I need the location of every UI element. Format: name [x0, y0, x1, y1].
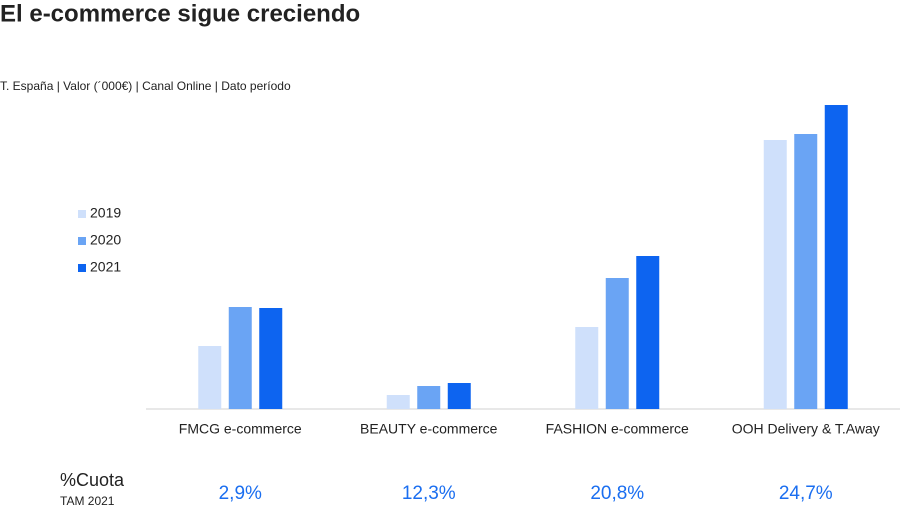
- chart-subtitle: T. España | Valor (´000€) | Canal Online…: [0, 79, 291, 93]
- legend-label: 2019: [90, 205, 121, 221]
- bar: [198, 346, 222, 409]
- legend-label: 2020: [90, 232, 121, 248]
- legend-swatch: [78, 210, 86, 218]
- legend-swatch: [78, 237, 86, 245]
- legend-swatch: [78, 264, 86, 272]
- bar: [386, 395, 410, 409]
- bar: [575, 327, 599, 409]
- bar: [259, 308, 283, 409]
- bar: [417, 386, 441, 409]
- bar: [824, 105, 848, 409]
- share-title: %Cuota: [60, 470, 125, 490]
- share-label: 12,3%: [402, 483, 456, 504]
- bar: [794, 134, 818, 409]
- x-tick-label: FASHION e-commerce: [546, 421, 689, 437]
- bar: [447, 383, 471, 409]
- x-tick-label: BEAUTY e-commerce: [360, 421, 498, 437]
- x-tick-label: FMCG e-commerce: [179, 421, 302, 437]
- bar: [605, 278, 629, 409]
- share-label: 2,9%: [219, 483, 262, 504]
- chart-title: El e-commerce sigue creciendo: [0, 0, 360, 27]
- share-subtitle: TAM 2021: [60, 494, 115, 508]
- share-label: 24,7%: [779, 483, 833, 504]
- legend-label: 2021: [90, 259, 121, 275]
- x-tick-label: OOH Delivery & T.Away: [732, 421, 880, 437]
- bar: [763, 140, 787, 409]
- bar: [228, 307, 252, 409]
- share-label: 20,8%: [590, 483, 644, 504]
- bar: [636, 256, 660, 409]
